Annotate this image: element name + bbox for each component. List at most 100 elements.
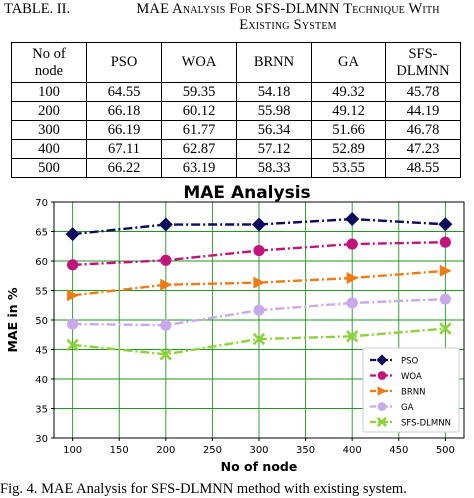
table-cell: 49.12	[311, 101, 386, 121]
series-sfs-dlmnn	[66, 322, 452, 361]
y-tick-label: 40	[35, 375, 48, 386]
table-cell: 66.18	[86, 101, 162, 121]
series-pso	[65, 212, 453, 242]
data-point	[253, 244, 265, 257]
data-point	[66, 338, 79, 352]
legend-item: WOA	[370, 371, 422, 382]
table-cell: 51.66	[311, 120, 386, 140]
data-point	[253, 276, 266, 289]
data-point	[439, 236, 451, 248]
table-cell: 200	[11, 101, 87, 121]
y-tick-label: 35	[35, 405, 48, 416]
data-point	[67, 259, 79, 271]
legend-item: SFS-DLMNN	[370, 416, 451, 429]
legend-label: BRNN	[401, 388, 425, 398]
table-cell: 48.55	[385, 158, 461, 178]
table-cell: 58.33	[236, 158, 312, 178]
legend-item: GA	[370, 402, 414, 413]
data-point	[345, 212, 360, 227]
data-point	[346, 330, 359, 343]
x-axis-ticks: 100 150 200 250 300 350 400 450 500	[63, 438, 455, 456]
header-sfs-dlmnn: SFS- DLMNN	[385, 42, 461, 83]
table-cell: 49.32	[311, 82, 386, 102]
series-line	[72, 240, 446, 267]
legend: PSO WOA BRNN GA SFS-DLMNN	[362, 347, 460, 433]
table-cell: 60.12	[161, 101, 237, 121]
legend-marker	[376, 354, 388, 366]
table-cell: 67.11	[86, 139, 162, 159]
data-point-stroke	[66, 338, 79, 352]
table-row: 400 67.11 62.87 57.12 52.89 47.23	[11, 139, 461, 159]
x-tick-label: 500	[436, 445, 455, 456]
legend-box	[362, 347, 460, 433]
y-tick-label: 55	[35, 287, 48, 298]
table-title-line2: Existing System	[239, 17, 337, 33]
table-cell: 63.19	[161, 158, 237, 178]
y-tick-label: 30	[35, 434, 48, 445]
table-cell: 45.78	[385, 82, 461, 102]
data-point	[160, 278, 173, 291]
data-point	[346, 272, 359, 284]
y-axis-label: MAE in %	[5, 287, 20, 353]
table-cell: 52.89	[311, 139, 386, 159]
table-cell: 54.18	[236, 82, 312, 102]
data-point	[160, 319, 172, 331]
figure-caption: Fig. 4. MAE Analysis for SFS-DLMNN metho…	[0, 481, 407, 497]
x-tick-label: 300	[249, 445, 268, 456]
table-label: TABLE. II.	[4, 1, 71, 17]
x-tick-label: 350	[296, 445, 315, 456]
y-axis-ticks: 30 35 40 45 50 55 60 65 70	[35, 198, 54, 445]
table-row: 500 66.22 63.19 58.33 53.55 48.55	[11, 158, 461, 178]
series-line	[72, 217, 446, 236]
table-cell: 500	[11, 158, 87, 178]
legend-marker	[377, 371, 387, 380]
table-cell: 44.19	[385, 101, 461, 121]
data-point	[65, 227, 80, 242]
legend-label: WOA	[401, 372, 422, 382]
data-point	[439, 264, 452, 277]
table-row: 300 66.19 61.77 56.34 51.66 46.78	[11, 120, 461, 140]
legend-item: BRNN	[370, 386, 425, 398]
table-cell: 61.77	[161, 120, 237, 140]
x-tick-label: 100	[63, 445, 82, 456]
table-header-row: No of node PSO WOA BRNN GA SFS- DLMNN	[11, 42, 461, 83]
table-cell: 66.19	[86, 120, 162, 140]
y-tick-label: 50	[35, 316, 48, 327]
data-point	[346, 297, 358, 309]
data-point	[438, 217, 453, 232]
chart-title: MAE Analysis	[183, 183, 310, 203]
data-point-stroke	[439, 322, 452, 335]
table-cell: 56.34	[236, 120, 312, 140]
series-brnn	[67, 264, 452, 302]
data-point	[346, 238, 358, 250]
table-title: MAE Analysis For SFS-DLMNN Technique Wit…	[108, 1, 468, 33]
data-point	[160, 254, 172, 266]
table-row: 100 64.55 59.35 54.18 49.32 45.78	[11, 82, 461, 102]
data-point	[252, 217, 266, 232]
y-tick-label: 45	[35, 346, 48, 357]
table-title-line1: MAE Analysis For SFS-DLMNN Technique Wit…	[136, 1, 440, 17]
header-node: No of node	[11, 42, 87, 83]
legend-label: GA	[401, 403, 414, 413]
table-cell: 300	[11, 120, 87, 140]
mae-line-chart: MAE Analysis 30 35 40 45 50 55 60 65 70 100 150 20…	[5, 183, 465, 474]
x-tick-label: 150	[110, 445, 129, 456]
table-cell: 62.87	[161, 139, 237, 159]
table-cell: 46.78	[385, 120, 461, 140]
table-cell: 66.22	[86, 158, 162, 178]
y-tick-label: 65	[35, 228, 48, 239]
data-point	[159, 348, 172, 361]
header-woa: WOA	[161, 42, 237, 83]
series-woa	[67, 236, 451, 271]
data-point	[252, 332, 266, 346]
series-line	[72, 269, 446, 297]
x-axis-label: No of node	[221, 459, 298, 474]
data-point	[439, 322, 452, 335]
results-table: No of node PSO WOA BRNN GA SFS- DLMNN 10…	[11, 42, 461, 178]
table-cell: 100	[11, 82, 87, 102]
series-ga	[67, 293, 451, 331]
series-group	[65, 212, 453, 361]
legend-marker	[377, 386, 387, 396]
x-tick-label: 200	[156, 445, 175, 456]
legend-marker	[376, 416, 388, 428]
